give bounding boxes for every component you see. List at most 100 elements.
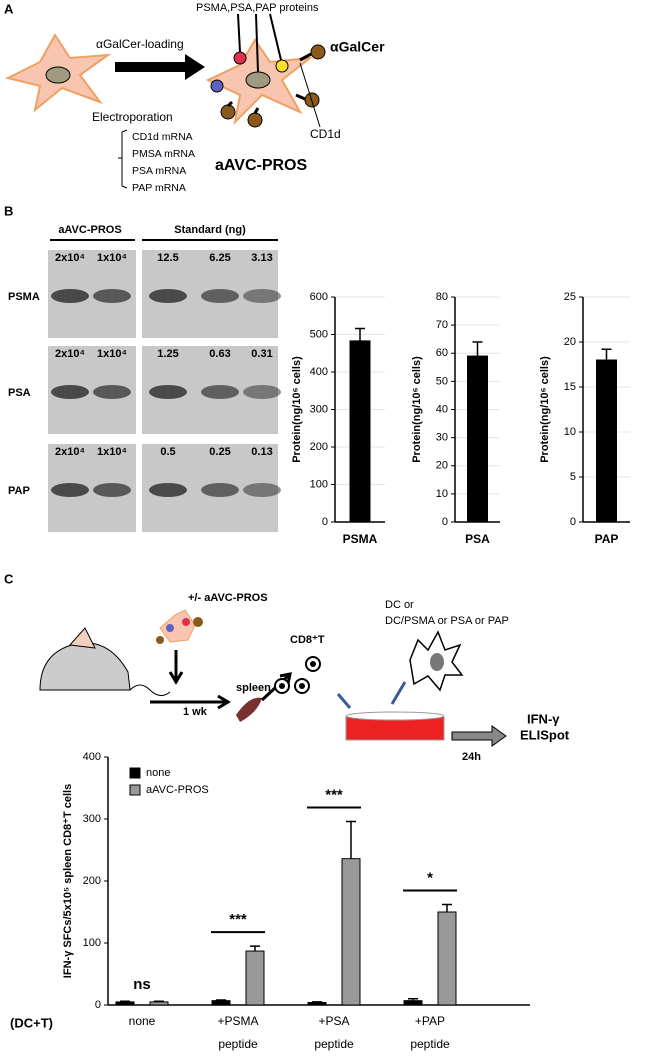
band (149, 385, 187, 399)
y-tick-label: 500 (310, 328, 328, 340)
y-tick-label: 25 (564, 291, 576, 303)
y-axis-label: Protein(ng/10⁶ cells) (539, 356, 551, 463)
text: aAVC-PROS (215, 157, 307, 174)
y-tick-label: 10 (436, 488, 448, 500)
y-tick-label: 15 (564, 381, 576, 393)
protein (210, 79, 224, 93)
y-tick-label: 0 (322, 516, 328, 528)
text: 24h (462, 751, 481, 763)
lane-label: 6.25 (209, 252, 230, 264)
bar (211, 1000, 231, 1006)
y-tick-label: 400 (310, 366, 328, 378)
y-tick-label: 300 (310, 403, 328, 415)
spleen (236, 697, 262, 722)
error-bar (312, 1001, 322, 1003)
text: DC/PSMA or PSA or PAP (385, 615, 509, 627)
mrna: PAP mRNA (132, 182, 186, 194)
legend-label: none (146, 767, 170, 779)
lane-label: 12.5 (157, 252, 178, 264)
pointer (299, 62, 321, 128)
y-tick-label: 0 (570, 516, 576, 528)
band (51, 483, 89, 497)
lane-label: 2x10⁴ (55, 446, 85, 458)
lane-label: 2x10⁴ (55, 348, 85, 360)
bar (149, 1001, 169, 1006)
lane-label: 0.5 (160, 446, 175, 458)
lane-label: 1x10⁴ (97, 446, 127, 458)
panel-label: A (4, 1, 14, 16)
band (243, 385, 281, 399)
band (93, 289, 131, 303)
bar (403, 1000, 423, 1006)
text: DC or (385, 599, 414, 611)
text: aAVC-PROS (58, 224, 121, 236)
mrna: PMSA mRNA (132, 148, 195, 160)
dish-rim (345, 711, 445, 721)
tail (129, 684, 171, 696)
x-tick-label: +PAP peptide (410, 1014, 450, 1051)
galcer (220, 44, 326, 128)
band (201, 289, 239, 303)
y-tick-label: 20 (436, 460, 448, 472)
protein (275, 59, 289, 73)
text: CD1d (310, 127, 341, 141)
pointer (237, 13, 282, 73)
bar (596, 359, 617, 523)
lane-label: 0.13 (251, 446, 272, 458)
lane-label: 3.13 (251, 252, 272, 264)
nucleus (45, 66, 71, 84)
y-tick-label: 20 (564, 336, 576, 348)
y-tick-label: 100 (310, 478, 328, 490)
y-axis-label: IFN-γ SFCs/5x10⁵ spleen CD8⁺T cells (62, 784, 74, 978)
x-tick-label: none (129, 1014, 156, 1028)
bar (349, 340, 371, 523)
legend-label: aAVC-PROS (146, 784, 209, 796)
error-bar (472, 341, 483, 357)
y-tick-label: 10 (564, 426, 576, 438)
x-tick-label: PSA (465, 532, 490, 546)
text: spleen (236, 682, 271, 694)
text: PSMA,PSA,PAP proteins (196, 2, 319, 14)
band (149, 289, 187, 303)
error-bar (601, 348, 612, 360)
band (201, 483, 239, 497)
y-tick-label: 0 (442, 516, 448, 528)
bar (115, 1001, 135, 1006)
y-tick-label: 40 (436, 403, 448, 415)
protein (233, 51, 247, 65)
arrow (150, 694, 231, 710)
x-tick-label: PAP (595, 532, 619, 546)
error-bar (216, 999, 226, 1001)
panel-a: A αGalCer-loading Electroporation PSMA,P… (4, 1, 385, 193)
mouse (39, 642, 131, 691)
bracket (118, 129, 128, 189)
text: αGalCer-loading (96, 37, 184, 51)
significance: ns (133, 976, 151, 993)
panel-label: B (4, 203, 13, 218)
y-axis-label: Protein(ng/10⁶ cells) (411, 356, 423, 463)
band (51, 385, 89, 399)
band (201, 385, 239, 399)
lane-label: 1.25 (157, 348, 178, 360)
y-tick-label: 80 (436, 291, 448, 303)
significance: *** (325, 786, 343, 803)
lane-label: 1x10⁴ (97, 252, 127, 264)
text: CD8⁺T (290, 634, 325, 646)
row-label: PSA (8, 387, 31, 399)
band (243, 289, 281, 303)
y-tick-label: 5 (570, 471, 576, 483)
error-bar (346, 820, 356, 859)
bar (341, 858, 361, 1006)
error-bar (408, 998, 418, 1001)
text: +/- aAVC-PROS (188, 592, 268, 604)
significance: *** (229, 911, 247, 928)
text: IFN-γ (527, 711, 560, 726)
y-tick-label: 600 (310, 291, 328, 303)
lane-label: 0.25 (209, 446, 230, 458)
cd1d (226, 52, 312, 114)
text: ELISpot (520, 727, 570, 742)
bar (437, 911, 457, 1006)
band (243, 483, 281, 497)
y-tick-label: 200 (310, 441, 328, 453)
